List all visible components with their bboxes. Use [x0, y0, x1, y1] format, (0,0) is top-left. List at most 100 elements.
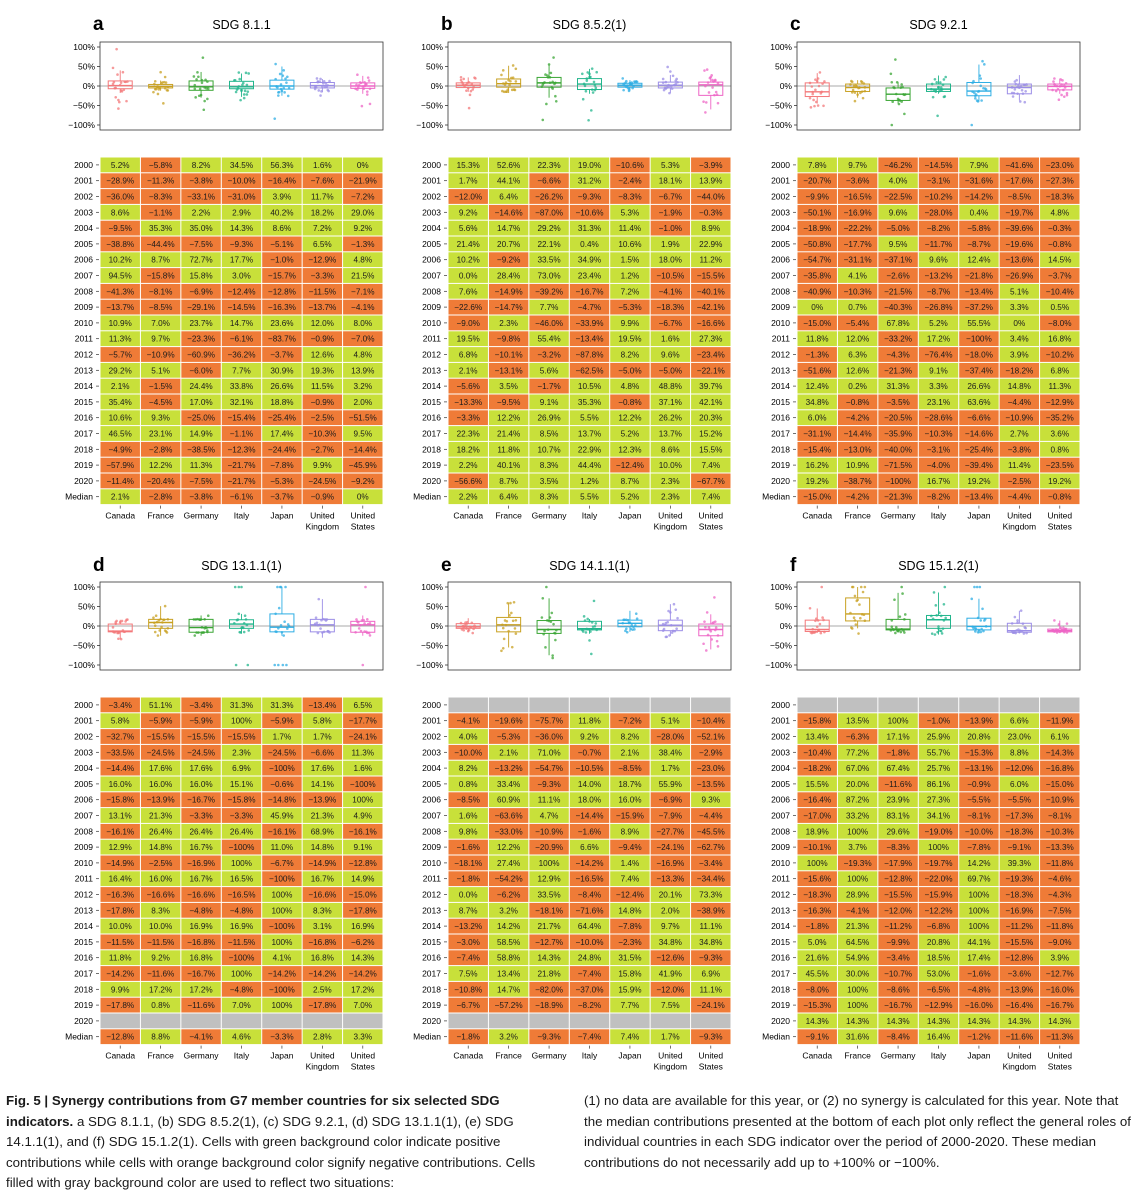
cell-value: 100%: [231, 859, 252, 868]
data-point: [513, 627, 517, 630]
cell-value: 58.8%: [497, 954, 520, 963]
table-row: 2002 4.0% −5.3% −36.0% 9.2% 8.2% −28.0% −52.1%: [422, 729, 731, 744]
cell-value: −7.2%: [351, 193, 374, 202]
cell-value: −12.8%: [884, 875, 912, 884]
cell-value: −12.4%: [228, 287, 256, 296]
cell: [691, 855, 731, 871]
y-tick-label: 50%: [775, 602, 792, 612]
cell: [878, 855, 918, 871]
data-point: [931, 617, 935, 621]
cell-value: −16.6%: [308, 891, 336, 900]
row-label: 2004: [422, 763, 441, 773]
cell-value: −4.8%: [230, 985, 253, 994]
row-label: 2002: [74, 192, 93, 202]
cell-value: 6.8%: [1050, 366, 1069, 375]
cell-value: −4.2%: [846, 414, 869, 423]
cell: [529, 473, 569, 489]
table-row: 2013 2.1% −13.1% 5.6% −62.5% −5.0% −5.0% −22.1%: [422, 362, 731, 378]
data-point: [973, 585, 976, 589]
cell: [448, 981, 488, 997]
row-label: Median: [762, 1032, 790, 1042]
cell-value: −16.7%: [187, 970, 215, 979]
table-row: 2003 −33.5% −24.5% −24.5% 2.3% −24.5% −6.6% 11.…: [74, 744, 383, 760]
table-row: 2000 7.8% 9.7% −46.2% −14.5% 7.9% −41.6% −23.0%: [771, 157, 1080, 173]
data-point: [1057, 98, 1061, 102]
cell: [569, 489, 610, 505]
cell: [1040, 966, 1080, 981]
data-point: [545, 102, 548, 106]
data-point: [595, 70, 598, 74]
cell-value: −1.0%: [659, 224, 682, 233]
cell-value: 8.7%: [459, 906, 478, 915]
data-point: [503, 619, 507, 622]
data-point: [710, 638, 713, 641]
cell: [448, 189, 488, 204]
data-point: [708, 76, 712, 80]
cell-value: −9.9%: [805, 193, 828, 202]
data-point: [357, 83, 361, 87]
cell-value: −17.8%: [106, 906, 134, 915]
data-point: [513, 88, 517, 92]
cell-value: 1.9%: [661, 240, 680, 249]
cell: [1040, 299, 1080, 315]
cell: [999, 473, 1040, 489]
data-point: [316, 80, 320, 84]
cell: [569, 697, 610, 713]
cell-value: 18.5%: [927, 954, 950, 963]
panel-letter: f: [790, 555, 797, 576]
cell: [529, 331, 569, 347]
cell: [999, 220, 1040, 236]
data-point: [117, 631, 120, 635]
cell: [343, 981, 383, 997]
cell-value: −1.6%: [967, 970, 990, 979]
row-label: 2005: [771, 779, 790, 789]
cell-value: 3.0%: [232, 272, 251, 281]
cell-value: −3.7%: [1048, 272, 1071, 281]
cell-value: −11.8%: [1046, 859, 1073, 868]
cell: [448, 441, 488, 457]
cell-value: −5.4%: [846, 319, 869, 328]
data-point: [625, 630, 629, 634]
cell-value: 1.2%: [621, 272, 640, 281]
cell-value: 1.7%: [661, 764, 680, 773]
x-tick-label: Kingdom: [306, 522, 340, 532]
table-row: 2005 15.5% 20.0% −11.6% 86.1% −0.9% 6.0% −15.0%: [771, 776, 1080, 792]
cell: [878, 204, 918, 220]
cell: [837, 981, 878, 997]
cell: [691, 729, 731, 744]
cell: [959, 315, 999, 331]
data-point: [279, 624, 283, 627]
cell: [650, 760, 691, 776]
data-point: [240, 626, 243, 630]
data-point: [317, 89, 321, 92]
cell: [221, 697, 262, 713]
data-point: [470, 621, 474, 625]
cell-value: −71.6%: [576, 906, 604, 915]
row-label: 2012: [422, 350, 441, 360]
data-point: [892, 86, 895, 89]
data-point: [815, 79, 819, 83]
cell: [691, 347, 731, 362]
panel-title: SDG 14.1.1(1): [549, 559, 630, 573]
data-point: [976, 616, 980, 620]
data-point: [1021, 92, 1025, 95]
data-point: [707, 91, 711, 94]
cell-value: −16.6%: [187, 891, 215, 900]
cell: [918, 997, 959, 1013]
cell-value: 0.8%: [151, 1001, 170, 1010]
cell-value: −16.0%: [1046, 985, 1074, 994]
cell-value: −31.6%: [965, 177, 993, 186]
cell: [691, 918, 731, 934]
cell: [529, 299, 569, 315]
cell: [691, 331, 731, 347]
cell-value: 8.3%: [540, 493, 559, 502]
data-point: [461, 82, 465, 85]
cell: [878, 173, 918, 189]
cell-value: −10.0%: [228, 177, 256, 186]
cell: [999, 697, 1040, 713]
cell: [999, 457, 1040, 473]
cell: [610, 315, 650, 331]
cell: [797, 441, 837, 457]
cell-value: −16.3%: [803, 906, 831, 915]
cell: [999, 315, 1040, 331]
